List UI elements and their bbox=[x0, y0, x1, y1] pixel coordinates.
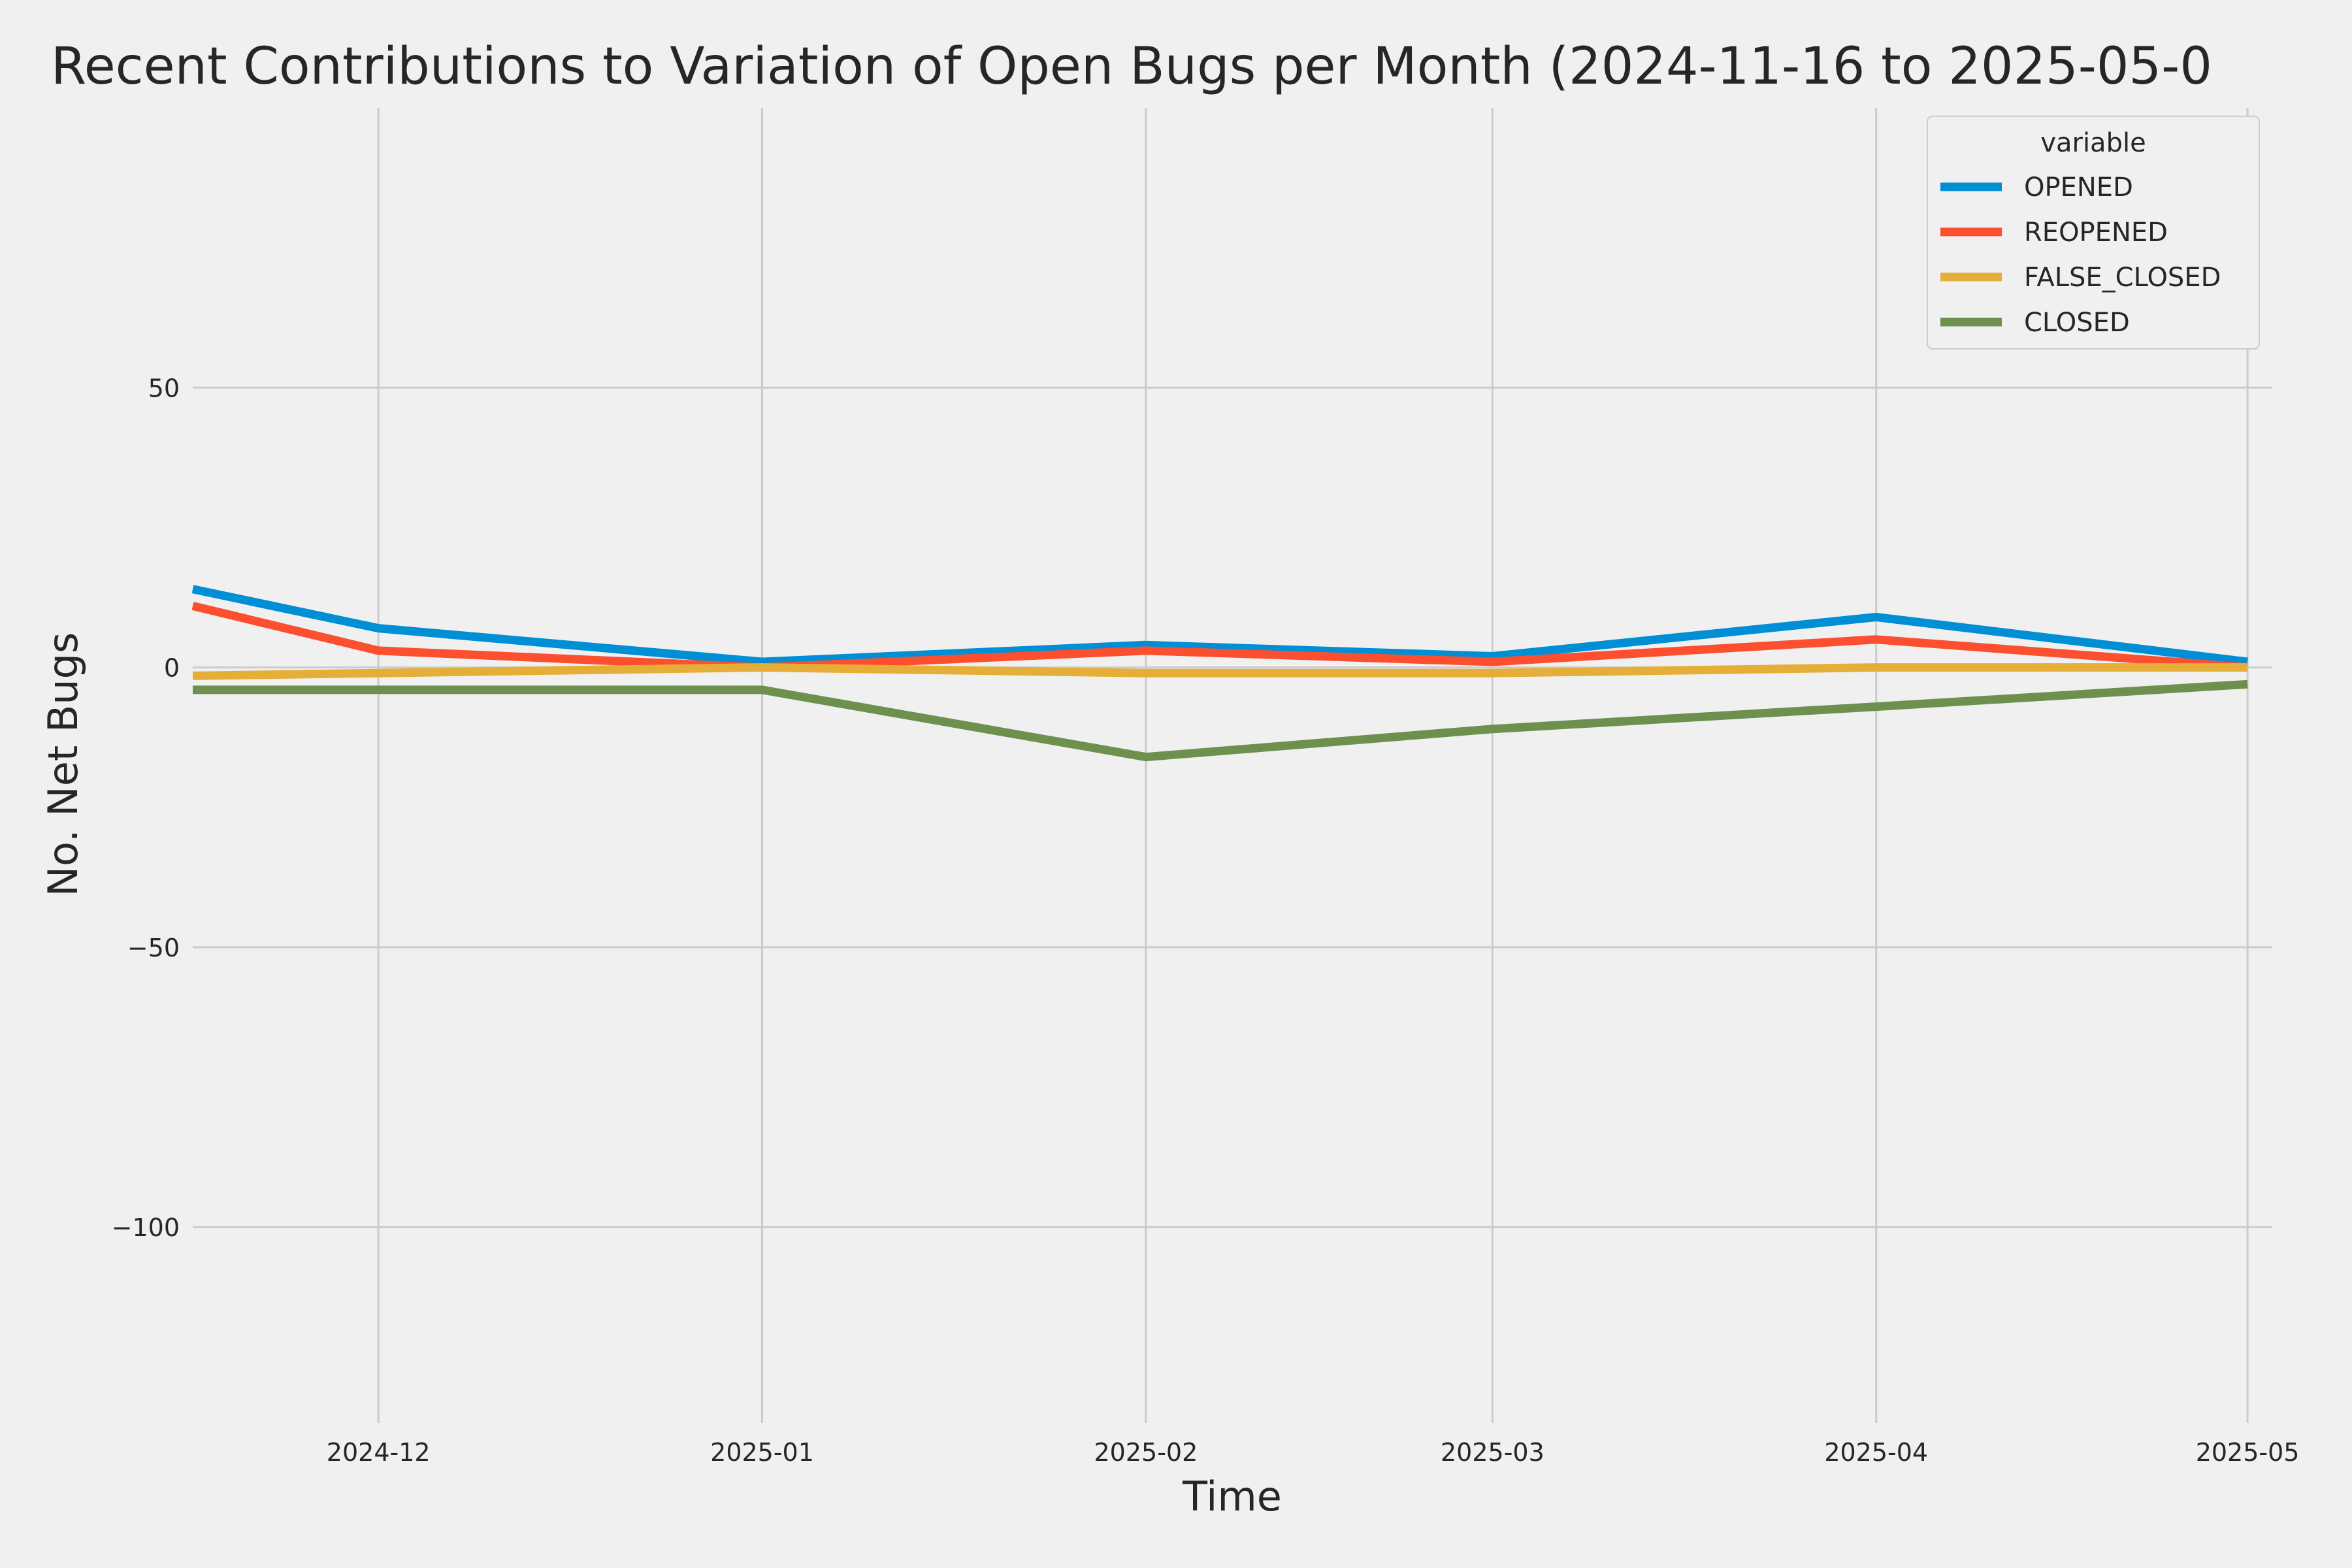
y-axis-tick-labels: 50 0 −50 −100 bbox=[112, 374, 180, 1242]
plot-area bbox=[191, 108, 2272, 1423]
x-axis-title: Time bbox=[1182, 1473, 1282, 1520]
series-line-closed bbox=[193, 679, 2248, 762]
chart-title: Recent Contributions to Variation of Ope… bbox=[51, 37, 2212, 96]
legend-label: FALSE_CLOSED bbox=[2024, 263, 2221, 293]
x-tick-label: 2025-03 bbox=[1441, 1438, 1544, 1467]
x-tick-label: 2025-01 bbox=[710, 1438, 814, 1467]
legend-label: OPENED bbox=[2024, 172, 2133, 203]
y-axis-title: No. Net Bugs bbox=[39, 632, 87, 897]
x-gridlines bbox=[377, 108, 2249, 1423]
y-tick-label: 50 bbox=[148, 374, 180, 402]
legend-label: REOPENED bbox=[2024, 218, 2168, 248]
y-tick-label: −100 bbox=[112, 1213, 180, 1242]
legend-label: CLOSED bbox=[2024, 308, 2130, 338]
legend-title: variable bbox=[2040, 128, 2146, 158]
series-lines bbox=[191, 585, 2248, 762]
legend: variable OPENED REOPENED FALSE_CLOSED CLOSE… bbox=[1927, 116, 2260, 350]
x-tick-label: 2025-02 bbox=[1094, 1438, 1198, 1467]
x-tick-label: 2024-12 bbox=[327, 1438, 431, 1467]
series-line-false-closed bbox=[192, 663, 2248, 680]
legend-items: OPENED REOPENED FALSE_CLOSED CLOSED bbox=[1940, 172, 2221, 338]
x-tick-label: 2025-04 bbox=[1824, 1438, 1928, 1467]
x-tick-label: 2025-05 bbox=[2196, 1438, 2300, 1467]
y-tick-label: −50 bbox=[127, 934, 180, 962]
x-axis-tick-labels: 2024-12 2025-01 2025-02 2025-03 2025-04 2025-… bbox=[327, 1438, 2300, 1467]
legend-box bbox=[1927, 116, 2260, 350]
series-line-opened bbox=[191, 585, 2248, 666]
y-tick-label: 0 bbox=[164, 654, 180, 683]
series-line-reopened bbox=[191, 602, 2248, 672]
